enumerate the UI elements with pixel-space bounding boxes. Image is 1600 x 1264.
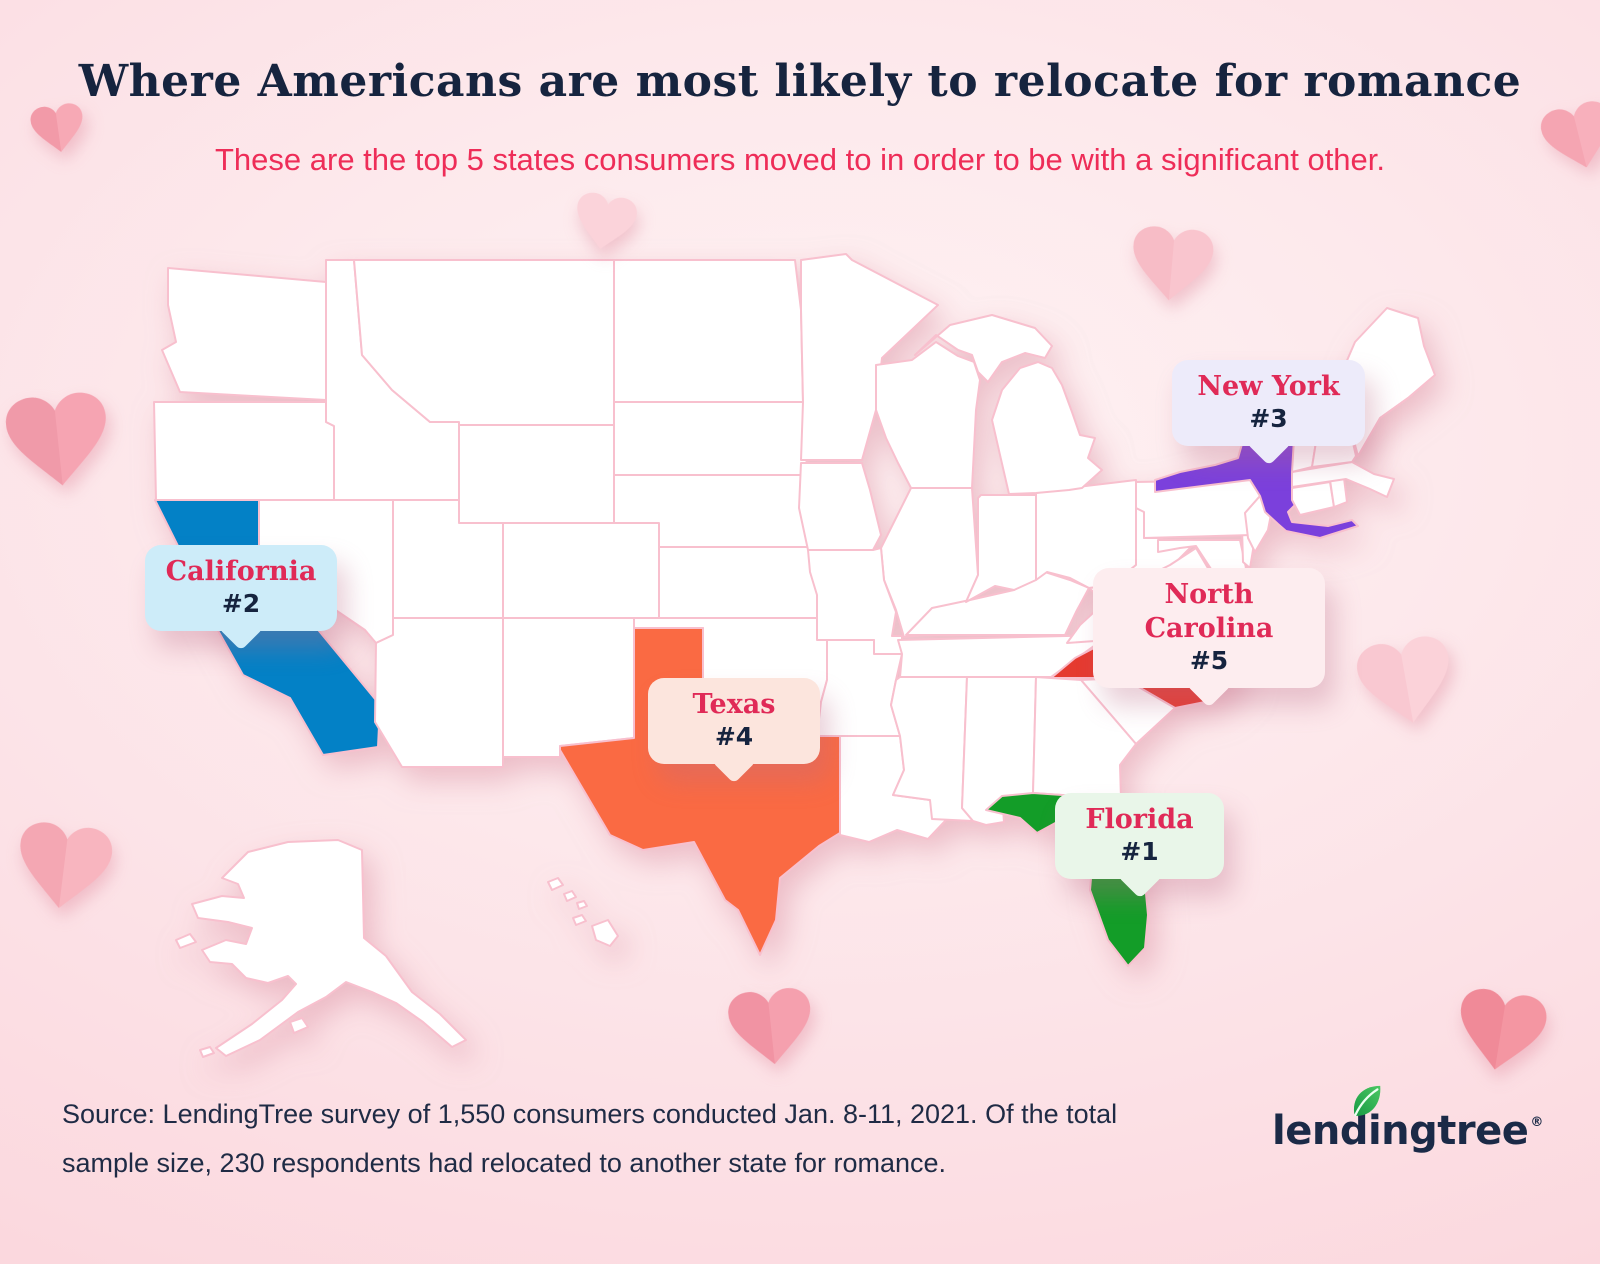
logo-text: lendingtree — [1272, 1108, 1529, 1154]
heart-icon — [577, 192, 637, 249]
state-massachusetts — [1291, 461, 1395, 498]
state-colorado — [502, 522, 660, 619]
state-hawaii — [547, 877, 564, 891]
heart-icon — [1461, 988, 1547, 1070]
callout-california: California #2 — [145, 545, 337, 651]
lendingtree-logo: lendingtree ® — [1272, 1085, 1543, 1154]
state-alaska — [191, 839, 467, 1057]
callout-rank: #1 — [1120, 837, 1159, 866]
heart-icon — [20, 822, 113, 909]
state-new-york — [1154, 421, 1359, 539]
heart-icon — [1357, 636, 1449, 723]
state-north-dakota — [613, 259, 804, 403]
state-hawaii — [563, 890, 577, 902]
callout-state-name: California — [165, 556, 317, 587]
source-note: Source: LendingTree survey of 1,550 cons… — [62, 1099, 1118, 1178]
callout-new-york: New York #3 — [1172, 360, 1365, 466]
state-wisconsin — [875, 341, 981, 489]
alaska-island — [289, 1017, 309, 1034]
state-kansas — [658, 546, 818, 619]
callout-texas: Texas #4 — [648, 678, 820, 784]
callout-state-name: North Carolina — [1144, 579, 1274, 644]
heart-icon — [1541, 101, 1600, 168]
page-subtitle: These are the top 5 states consumers mov… — [214, 142, 1386, 177]
callout-rank: #5 — [1189, 646, 1229, 675]
state-maine — [1341, 307, 1436, 457]
state-new-mexico — [502, 617, 635, 758]
leaf-icon — [1353, 1085, 1381, 1117]
heart-icon — [728, 988, 811, 1065]
heart-icon — [30, 103, 83, 152]
state-kentucky — [905, 571, 1090, 636]
callout-state-name: New York — [1197, 371, 1340, 402]
callout-north-carolina: North Carolina #5 — [1093, 568, 1325, 708]
state-michigan — [991, 361, 1103, 495]
state-oregon — [153, 401, 335, 501]
callout-state-name: Florida — [1085, 804, 1194, 835]
callout-state-name: Texas — [692, 689, 776, 720]
alaska-island — [175, 933, 197, 949]
state-hawaii — [591, 919, 619, 947]
state-arkansas — [816, 639, 903, 737]
state-hawaii — [576, 900, 588, 910]
state-hawaii — [572, 914, 587, 926]
heart-icon — [6, 392, 106, 486]
page-title: Where Americans are most likely to reloc… — [78, 56, 1522, 107]
state-michigan-upper-peninsula — [914, 314, 1053, 383]
alaska-island — [199, 1046, 215, 1058]
state-iowa — [798, 462, 882, 551]
state-arizona — [374, 617, 504, 768]
state-south-dakota — [613, 401, 808, 476]
callout-rank: #3 — [1249, 404, 1288, 433]
registered-mark: ® — [1530, 1115, 1543, 1130]
us-map — [153, 253, 1436, 1058]
state-rhode-island — [1329, 477, 1348, 508]
callout-florida: Florida #1 — [1055, 793, 1224, 899]
callout-rank: #4 — [714, 722, 754, 751]
heart-icon — [1133, 226, 1214, 301]
callout-rank: #2 — [221, 589, 261, 618]
state-wyoming — [458, 424, 615, 524]
state-washington — [161, 267, 327, 401]
